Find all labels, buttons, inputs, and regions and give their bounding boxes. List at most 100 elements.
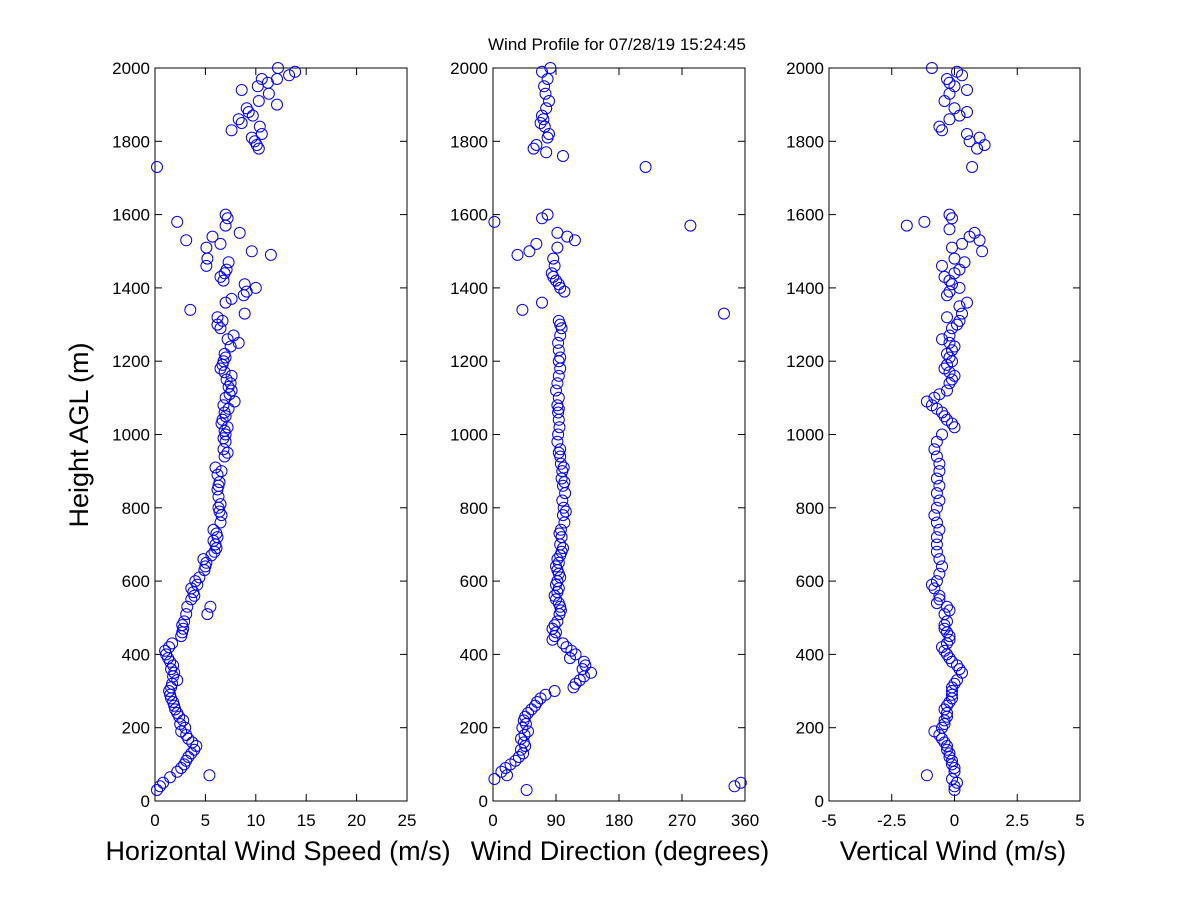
- x-tick-label: 270: [668, 811, 696, 830]
- data-point: [951, 318, 963, 331]
- data-point: [220, 263, 233, 276]
- data-point: [684, 219, 697, 232]
- data-point: [551, 615, 564, 628]
- data-point: [207, 523, 220, 536]
- data-point: [488, 773, 501, 785]
- data-point: [933, 593, 946, 606]
- data-point: [930, 472, 943, 485]
- data-point: [953, 314, 966, 327]
- data-point: [930, 450, 943, 463]
- data-point: [520, 784, 533, 796]
- wind-direction-panel: 0 200 400 600 800 1000 1200 1400 1600 1800 2000 0 9…: [450, 59, 769, 866]
- data-point: [936, 560, 948, 573]
- data-point: [943, 336, 956, 349]
- data-point: [271, 98, 283, 111]
- data-point: [543, 128, 555, 140]
- data-point: [163, 641, 176, 654]
- data-point: [548, 259, 561, 272]
- data-point: [235, 117, 248, 129]
- horizontal-wind-speed-panel: 0 200 400 600 800 1000 1200 1400 1600 1800 2000 0 5…: [64, 59, 451, 866]
- data-point: [218, 406, 231, 419]
- data-point: [189, 575, 202, 588]
- x-axis-title: Horizontal Wind Speed (m/s): [105, 836, 450, 866]
- y-tick-label: 0: [479, 792, 488, 811]
- data-point: [930, 487, 943, 500]
- data-point: [272, 62, 284, 74]
- data-point: [943, 351, 956, 364]
- data-point: [928, 725, 941, 738]
- x-tick-label: 90: [547, 811, 566, 830]
- data-point: [943, 76, 956, 89]
- data-point: [255, 73, 268, 85]
- x-tick-label: 10: [246, 811, 265, 830]
- data-point: [930, 516, 943, 529]
- data-point: [180, 234, 193, 247]
- data-point: [181, 600, 194, 613]
- x-tick-labels: -5 -2.5 0 2.5 5: [821, 811, 1084, 830]
- data-point: [548, 619, 561, 632]
- data-point: [941, 384, 953, 397]
- data-point: [245, 245, 258, 258]
- data-point: [928, 582, 941, 595]
- tick-marks: [492, 67, 746, 802]
- data-point: [552, 336, 565, 349]
- y-tick-label: 0: [815, 792, 824, 811]
- y-tick-label: 200: [796, 719, 824, 738]
- data-point: [154, 780, 166, 793]
- data-point: [540, 146, 553, 159]
- y-tick-label: 1600: [450, 206, 488, 225]
- data-point: [943, 633, 956, 646]
- data-point: [920, 395, 933, 408]
- data-point: [938, 718, 951, 730]
- data-point: [495, 765, 508, 778]
- data-point: [938, 622, 951, 635]
- data-point: [509, 754, 522, 767]
- y-tick-label: 1600: [112, 206, 150, 225]
- data-point: [217, 399, 230, 412]
- data-point: [214, 237, 227, 250]
- data-point: [238, 278, 251, 291]
- data-point: [948, 784, 961, 796]
- y-tick-label: 1000: [450, 426, 488, 445]
- data-point: [554, 443, 567, 456]
- y-tick-label: 1400: [112, 279, 150, 298]
- x-tick-label: 0: [488, 811, 497, 830]
- data-point: [178, 615, 191, 628]
- data-point: [214, 270, 227, 283]
- y-tick-label: 600: [460, 572, 488, 591]
- x-tick-label: 360: [731, 811, 759, 830]
- data-point: [948, 677, 961, 690]
- data-point: [961, 106, 973, 118]
- y-tick-labels: 0 200 400 600 800 1000 1200 1400 1600 1800 2000: [786, 59, 824, 811]
- data-point: [941, 615, 953, 628]
- data-point: [557, 637, 569, 650]
- data-point: [933, 523, 946, 536]
- data-point: [938, 410, 951, 423]
- data-point: [943, 604, 956, 617]
- data-point: [925, 62, 938, 74]
- data-point: [224, 377, 237, 390]
- data-point: [553, 421, 566, 434]
- data-point: [930, 545, 943, 558]
- data-point: [540, 102, 553, 115]
- data-point: [552, 428, 565, 441]
- x-tick-labels: 0 5 10 15 20 25: [150, 811, 416, 830]
- data-point: [554, 351, 567, 364]
- data-point: [201, 608, 214, 621]
- data-point: [232, 113, 245, 126]
- data-point: [225, 124, 238, 137]
- data-point: [933, 120, 946, 133]
- data-point: [920, 769, 933, 782]
- data-point: [235, 84, 248, 96]
- y-tick-label: 1200: [786, 352, 824, 371]
- y-tick-label: 400: [796, 645, 824, 664]
- data-point: [517, 736, 530, 749]
- data-point: [734, 776, 747, 789]
- data-point: [971, 142, 984, 155]
- data-point: [953, 663, 966, 676]
- data-point: [551, 435, 564, 448]
- data-point: [218, 450, 231, 463]
- data-point: [941, 73, 953, 85]
- y-tick-label: 200: [460, 719, 488, 738]
- data-point: [206, 230, 219, 243]
